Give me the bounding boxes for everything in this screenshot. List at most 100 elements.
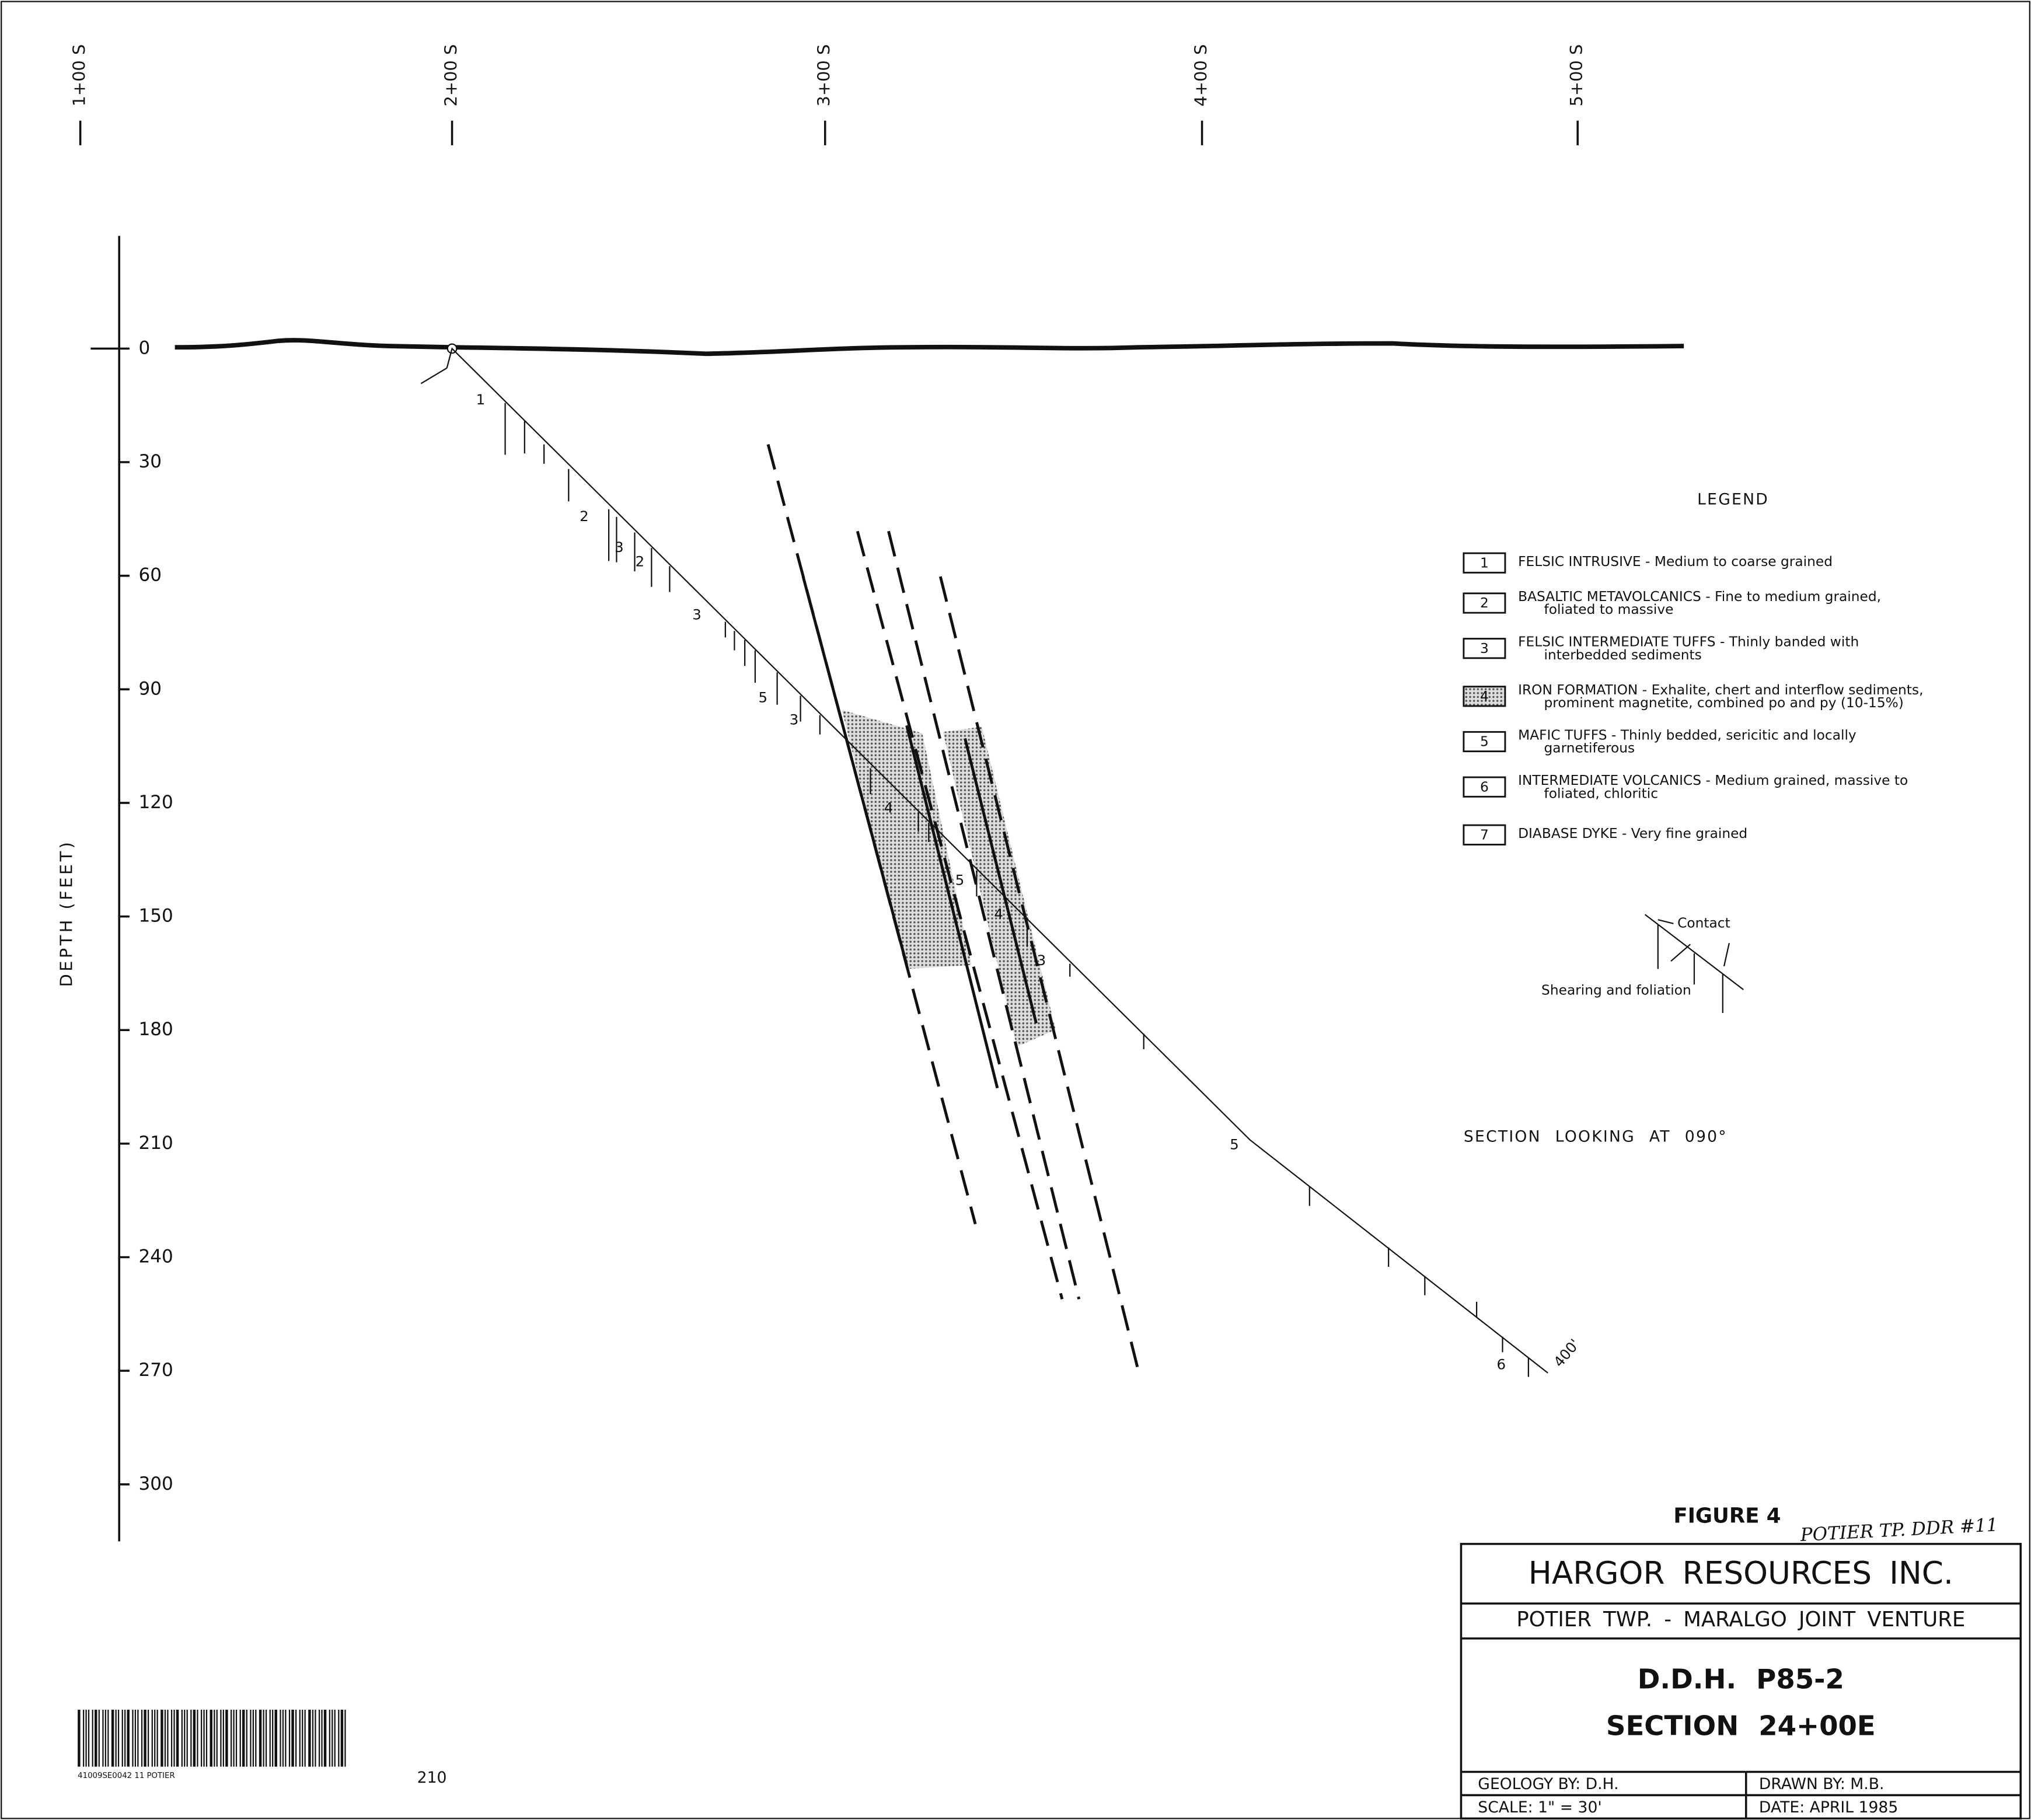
bar-stripe	[341, 1710, 343, 1767]
scale: SCALE: 1" = 30'	[1478, 1798, 1601, 1816]
bar-stripe	[124, 1710, 125, 1767]
bar-stripe	[157, 1710, 158, 1767]
page-number: 210	[417, 1769, 447, 1787]
bar-stripe	[236, 1710, 237, 1767]
station-label: 5+00 S	[1566, 44, 1586, 107]
unit-label: 5	[1230, 1136, 1239, 1152]
bar-stripe	[83, 1710, 84, 1767]
station-label: 3+00 S	[814, 44, 834, 107]
bar-stripe	[154, 1710, 155, 1767]
legend-text: prominent magnetite, combined po and py …	[1544, 695, 1904, 711]
unit-label: 2	[580, 508, 589, 525]
bar-stripe	[299, 1710, 301, 1767]
bar-stripe	[148, 1710, 149, 1767]
legend-code: 1	[1480, 555, 1489, 571]
bar-stripe	[344, 1710, 346, 1767]
bar-stripe	[266, 1710, 267, 1767]
bar-stripe	[165, 1710, 166, 1767]
depth-label: 240	[138, 1246, 173, 1267]
depth-label: 120	[138, 792, 173, 813]
legend-text: foliated to massive	[1544, 602, 1674, 617]
unit-label: 3	[790, 711, 799, 728]
bar-stripe	[263, 1710, 264, 1767]
legend-text: interbedded sediments	[1544, 647, 1702, 663]
bar-stripe	[182, 1710, 183, 1767]
unit-label: 3	[1037, 952, 1046, 969]
section-id: SECTION 24+00E	[1606, 1710, 1876, 1742]
barcode-text: 41009SE0042 11 POTIER	[78, 1772, 175, 1780]
bar-stripe	[253, 1710, 254, 1767]
bar-stripe	[92, 1710, 93, 1767]
unit-label: 4	[994, 905, 1003, 922]
bar-stripe	[111, 1710, 114, 1767]
bar-stripe	[116, 1710, 117, 1767]
bar-stripe	[275, 1710, 277, 1767]
hole-id: D.D.H. P85-2	[1638, 1664, 1844, 1695]
axis-title: DEPTH (FEET)	[56, 840, 76, 987]
bar-stripe	[122, 1710, 123, 1767]
bar-stripe	[305, 1710, 306, 1767]
legend-text: garnetiferous	[1544, 740, 1635, 756]
legend-code: 7	[1480, 827, 1489, 843]
station-label: 1+00 S	[69, 44, 89, 107]
depth-label: 60	[138, 565, 162, 586]
bar-stripe	[225, 1710, 228, 1767]
bar-stripe	[102, 1710, 103, 1767]
bar-stripe	[331, 1710, 333, 1767]
drawn-by: DRAWN BY: M.B.	[1759, 1775, 1885, 1793]
bar-stripe	[240, 1710, 241, 1767]
bar-stripe	[184, 1710, 185, 1767]
bar-stripe	[105, 1710, 106, 1767]
bar-stripe	[334, 1710, 336, 1767]
figure-number: FIGURE 4	[1673, 1504, 1781, 1528]
bar-stripe	[187, 1710, 188, 1767]
legend-title: LEGEND	[1697, 491, 1769, 509]
bar-stripe	[132, 1710, 133, 1767]
depth-label: 210	[138, 1133, 173, 1154]
depth-label: 150	[138, 906, 173, 927]
bar-stripe	[206, 1710, 207, 1767]
bar-stripe	[176, 1710, 179, 1767]
bar-stripe	[308, 1710, 310, 1767]
bar-stripe	[285, 1710, 286, 1767]
legend-text: FELSIC INTRUSIVE - Medium to coarse grai…	[1518, 554, 1833, 570]
bar-stripe	[246, 1710, 247, 1767]
ground-surface	[175, 340, 1684, 354]
unit-label: 4	[884, 799, 894, 816]
unit-label: 5	[955, 872, 965, 889]
bar-stripe	[203, 1710, 204, 1767]
bar-stripe	[250, 1710, 251, 1767]
bar-stripe	[324, 1710, 326, 1767]
bar-stripe	[152, 1710, 153, 1767]
legend-code: 2	[1480, 595, 1489, 611]
bar-stripe	[99, 1710, 100, 1767]
bar-stripe	[280, 1710, 281, 1767]
depth-label: 0	[138, 337, 150, 358]
section-drawing: DEPTH (FEET) 1232353454356400' 1+00 S2+0…	[0, 0, 2031, 1820]
bar-stripe	[210, 1710, 212, 1767]
bar-stripe	[315, 1710, 316, 1767]
company: HARGOR RESOURCES INC.	[1529, 1555, 1953, 1591]
bar-stripe	[319, 1710, 320, 1767]
project: POTIER TWP. - MARALGO JOINT VENTURE	[1516, 1608, 1965, 1632]
bar-stripe	[321, 1710, 322, 1767]
unit-label: 3	[692, 606, 702, 623]
bar-stripe	[167, 1710, 168, 1767]
depth-label: 270	[138, 1360, 173, 1381]
bar-stripe	[171, 1710, 172, 1767]
bar-stripe	[144, 1710, 146, 1767]
depth-label: 300	[138, 1473, 173, 1494]
bar-stripe	[242, 1710, 245, 1767]
bar-stripe	[193, 1710, 196, 1767]
unit-label: 400'	[1550, 1336, 1583, 1370]
legend-text: DIABASE DYKE - Very fine grained	[1518, 826, 1747, 841]
station-label: 2+00 S	[441, 44, 461, 107]
bar-stripe	[107, 1710, 109, 1767]
bar-stripe	[282, 1710, 284, 1767]
bar-stripe	[220, 1710, 221, 1767]
key-shearing: Shearing and foliation	[1541, 983, 1691, 998]
bar-stripe	[95, 1710, 97, 1767]
bar-stripe	[160, 1710, 163, 1767]
depth-label: 90	[138, 678, 162, 699]
bar-stripe	[127, 1710, 130, 1767]
